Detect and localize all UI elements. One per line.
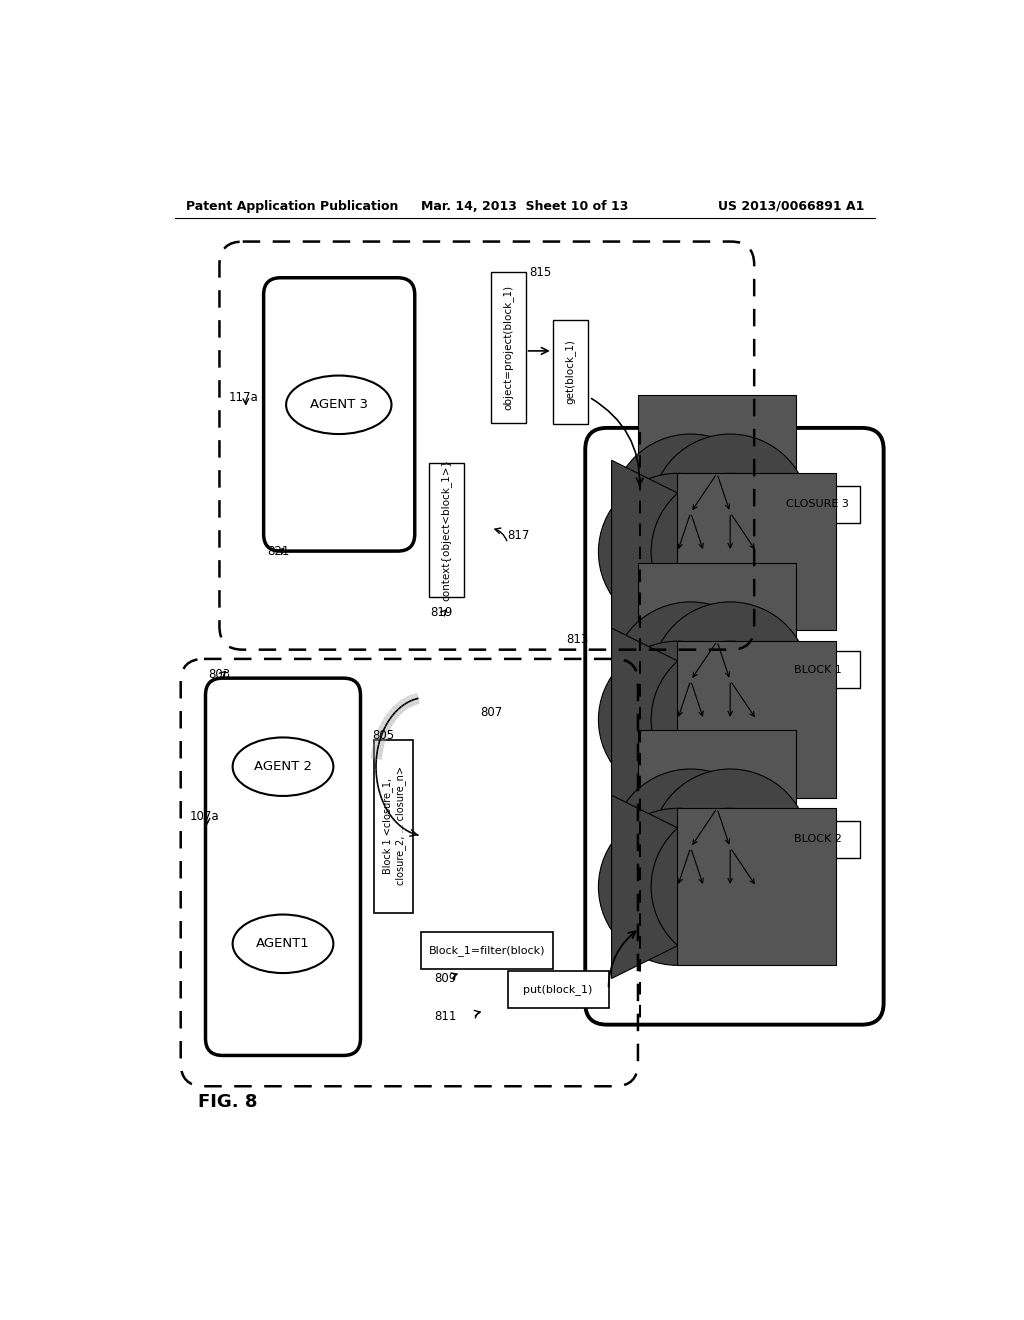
Text: 811: 811 (434, 1010, 457, 1023)
Text: Block_1=filter(block): Block_1=filter(block) (429, 945, 545, 956)
Bar (421, 932, 553, 969)
Bar (678, 808, 836, 965)
Circle shape (651, 434, 809, 591)
Bar (638, 562, 796, 719)
Text: Patent Application Publication: Patent Application Publication (186, 199, 398, 213)
Ellipse shape (232, 738, 334, 796)
Bar (678, 642, 836, 799)
Circle shape (598, 474, 757, 631)
Bar (375, 739, 414, 913)
Text: put(block_1): put(block_1) (523, 983, 593, 995)
Text: 803: 803 (208, 668, 230, 681)
Text: AGENT1: AGENT1 (256, 937, 310, 950)
Text: 807: 807 (480, 706, 503, 719)
Text: AGENT 3: AGENT 3 (310, 399, 368, 412)
Bar (490, 272, 525, 422)
Bar (638, 730, 796, 887)
Text: 805: 805 (372, 730, 394, 742)
Text: CLOSURE 3: CLOSURE 3 (786, 499, 849, 510)
Ellipse shape (286, 375, 391, 434)
FancyBboxPatch shape (206, 678, 360, 1056)
Text: 117a: 117a (228, 391, 258, 404)
Circle shape (651, 602, 809, 759)
Bar (775, 651, 860, 688)
Text: BLOCK 1: BLOCK 1 (794, 665, 842, 675)
Text: US 2013/0066891 A1: US 2013/0066891 A1 (718, 199, 864, 213)
Text: context{object<block_1>}: context{object<block_1>} (440, 458, 452, 601)
Circle shape (651, 770, 809, 927)
Circle shape (611, 602, 770, 759)
Circle shape (651, 642, 809, 799)
Text: 107a: 107a (190, 810, 219, 824)
Text: 815: 815 (529, 265, 552, 279)
Polygon shape (611, 461, 796, 644)
Polygon shape (611, 628, 796, 812)
FancyBboxPatch shape (263, 277, 415, 552)
Text: 813: 813 (566, 634, 588, 647)
Circle shape (651, 474, 809, 631)
Bar (775, 486, 860, 523)
Bar (678, 474, 836, 631)
Text: object=project(block_1): object=project(block_1) (503, 285, 513, 409)
Circle shape (651, 808, 809, 965)
Bar (775, 821, 860, 858)
Text: 817: 817 (508, 529, 530, 543)
Text: 809: 809 (434, 972, 457, 985)
Text: AGENT 2: AGENT 2 (254, 760, 312, 774)
Circle shape (611, 434, 770, 591)
Text: 821: 821 (267, 545, 290, 557)
Text: FIG. 8: FIG. 8 (198, 1093, 257, 1110)
Text: BLOCK 2: BLOCK 2 (794, 834, 842, 843)
Bar (429, 462, 464, 597)
Text: Mar. 14, 2013  Sheet 10 of 13: Mar. 14, 2013 Sheet 10 of 13 (421, 199, 629, 213)
Circle shape (598, 808, 757, 965)
Bar (508, 970, 608, 1007)
Text: get(block_1): get(block_1) (564, 339, 575, 404)
Bar (553, 321, 588, 424)
Text: Block 1 <closure_1,
closure_2, ... closure_n>: Block 1 <closure_1, closure_2, ... closu… (382, 767, 406, 886)
Bar (638, 395, 796, 552)
Circle shape (598, 642, 757, 799)
Circle shape (611, 770, 770, 927)
Ellipse shape (232, 915, 334, 973)
FancyBboxPatch shape (586, 428, 884, 1024)
Text: 819: 819 (430, 606, 453, 619)
Polygon shape (611, 795, 796, 978)
